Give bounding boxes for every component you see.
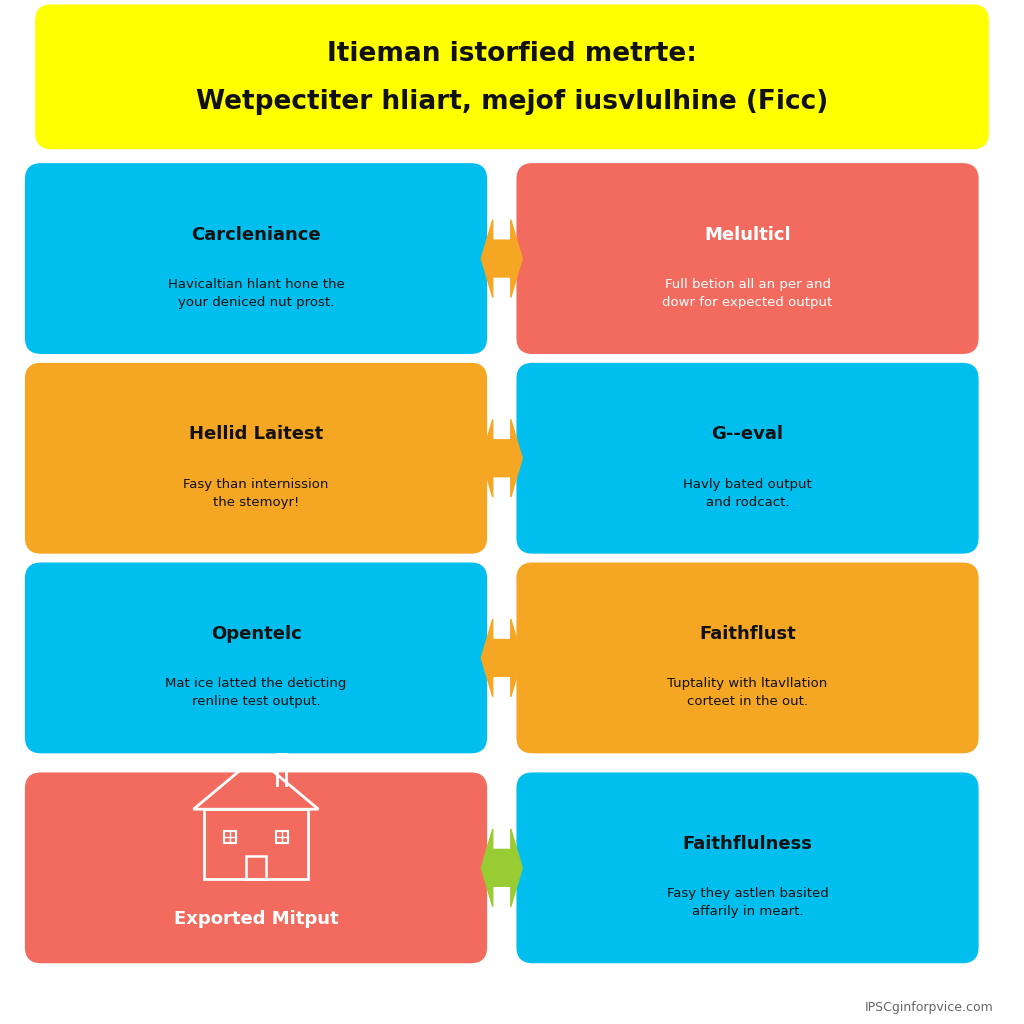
Polygon shape (481, 219, 522, 297)
Bar (246, 856, 266, 879)
Text: Mat ice latted the deticting
renline test output.: Mat ice latted the deticting renline tes… (165, 677, 347, 709)
FancyBboxPatch shape (26, 164, 486, 353)
Text: Melulticl: Melulticl (705, 225, 791, 244)
Text: Havly bated output
and rodcact.: Havly bated output and rodcact. (683, 477, 812, 509)
Bar (275, 830, 289, 844)
Bar (223, 830, 237, 844)
Bar (204, 809, 308, 879)
Text: Havicaltian hlant hone the
your deniced nut prost.: Havicaltian hlant hone the your deniced … (168, 278, 344, 309)
Text: G--eval: G--eval (712, 425, 783, 443)
Text: Faithflulness: Faithflulness (683, 835, 812, 853)
Text: Wetpectiter hliart, mejof iusvlulhine (Ficc): Wetpectiter hliart, mejof iusvlulhine (F… (196, 89, 828, 115)
Text: Fasy they astlen basited
affarily in meart.: Fasy they astlen basited affarily in mea… (667, 887, 828, 919)
FancyBboxPatch shape (26, 364, 486, 553)
FancyBboxPatch shape (517, 364, 978, 553)
Text: Tuptality with ltavllation
corteet in the out.: Tuptality with ltavllation corteet in th… (668, 677, 827, 709)
Polygon shape (481, 829, 522, 907)
Text: Fasy than internission
the stemoyr!: Fasy than internission the stemoyr! (183, 477, 329, 509)
Text: Carcleniance: Carcleniance (191, 225, 321, 244)
Text: Faithflust: Faithflust (699, 625, 796, 643)
FancyBboxPatch shape (517, 164, 978, 353)
Text: Itieman istorfied metrte:: Itieman istorfied metrte: (327, 41, 697, 68)
FancyBboxPatch shape (36, 5, 988, 148)
FancyBboxPatch shape (26, 563, 486, 753)
Text: Exported Mitput: Exported Mitput (174, 909, 338, 928)
Text: Hellid Laitest: Hellid Laitest (188, 425, 324, 443)
Text: IPSCginforpvice.com: IPSCginforpvice.com (864, 1000, 993, 1014)
FancyBboxPatch shape (26, 773, 486, 963)
Text: Opentelc: Opentelc (211, 625, 301, 643)
Polygon shape (481, 618, 522, 696)
Text: Full betion all an per and
dowr for expected output: Full betion all an per and dowr for expe… (663, 278, 833, 309)
Polygon shape (481, 420, 522, 498)
FancyBboxPatch shape (517, 773, 978, 963)
FancyBboxPatch shape (517, 563, 978, 753)
